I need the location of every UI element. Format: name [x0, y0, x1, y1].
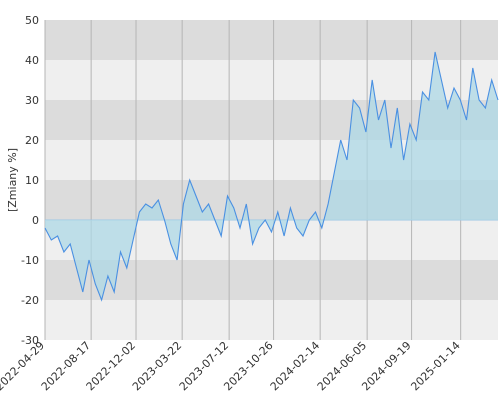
x-axis-ticks: 2022-04-292022-08-172022-12-022023-03-22… — [0, 339, 463, 393]
grid-band — [45, 300, 498, 340]
y-tick-label: -20 — [21, 294, 39, 307]
y-axis-ticks: 50 40 30 20 10 0 -10 -20 -30 — [21, 14, 39, 347]
grid-band — [45, 260, 498, 300]
series-line — [44, 51, 499, 302]
y-tick-label: 20 — [25, 134, 39, 147]
y-tick-label: 50 — [25, 14, 39, 27]
grid-band — [45, 20, 498, 60]
y-tick-label: -10 — [21, 254, 39, 267]
y-tick-label: 30 — [25, 94, 39, 107]
y-tick-label: 10 — [25, 174, 39, 187]
y-tick-label: 0 — [32, 214, 39, 227]
x-tick-label: 2025-01-14 — [408, 339, 462, 393]
x-tick-label: 2023-03-22 — [130, 339, 184, 393]
series-area-fill — [45, 52, 498, 300]
y-tick-label: 40 — [25, 54, 39, 67]
y-tick-label: -30 — [21, 334, 39, 347]
x-tick-label: 2024-02-14 — [268, 339, 322, 393]
y-axis-label: [Zmiany %] — [6, 148, 19, 212]
